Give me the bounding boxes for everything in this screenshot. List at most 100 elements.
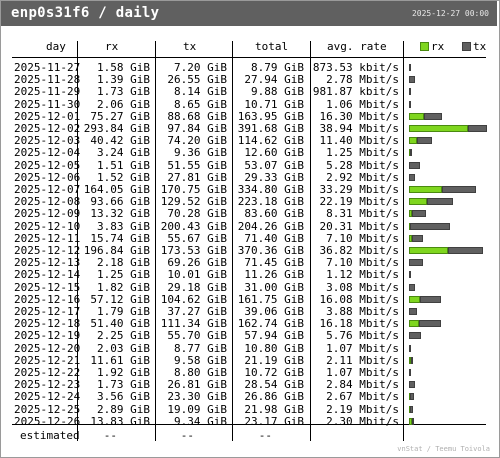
row-avg-rate: 3.88 Mbit/s [326, 305, 399, 318]
tx-bar [427, 198, 453, 206]
table-row: 2025-12-11 15.74 GiB 55.67 GiB 71.40 GiB 7.1… [0, 232, 500, 245]
column-divider-tx [232, 41, 233, 441]
rx-bar [409, 234, 412, 242]
table-row: 2025-12-21 11.61 GiB 9.58 GiB 21.19 GiB 2.11… [0, 354, 500, 367]
row-tx: 69.26 GiB [167, 256, 227, 270]
row-avg-rate: 22.19 Mbit/s [319, 195, 399, 209]
rx-bar [409, 125, 468, 132]
row-total: 370.36 GiB [237, 244, 304, 257]
column-header-day: day [46, 40, 66, 53]
row-day: 2025-12-01 [14, 109, 81, 123]
table-row: 2025-12-08 93.66 GiB 129.52 GiB 223.18 GiB 2… [0, 195, 500, 208]
tx-bar [409, 64, 411, 71]
table-row: 2025-12-10 3.83 GiB 200.43 GiB 204.26 GiB 20… [0, 220, 500, 233]
row-tx: 8.14 GiB [174, 85, 227, 99]
tx-bar [409, 344, 411, 352]
footer-credit: vnStat / Teemu Toivola [397, 445, 490, 453]
rx-bar [409, 186, 442, 193]
row-tx: 10.01 GiB [167, 268, 227, 282]
row-tx: 55.70 GiB [167, 329, 227, 343]
rx-bar [409, 112, 424, 120]
tx-bar [420, 295, 441, 303]
row-rx: 1.82 GiB [97, 280, 150, 294]
table-row: 2025-12-17 1.79 GiB 37.27 GiB 39.06 GiB 3.88… [0, 305, 500, 318]
tx-bar [410, 222, 450, 230]
row-rx: 93.66 GiB [90, 195, 150, 209]
row-rx: 1.73 GiB [97, 85, 150, 99]
row-rx: 293.84 GiB [83, 122, 150, 135]
row-tx: 200.43 GiB [160, 219, 227, 233]
row-avg-rate: 36.82 Mbit/s [319, 244, 399, 257]
row-day: 2025-12-09 [14, 207, 81, 221]
row-tx: 26.55 GiB [167, 73, 227, 87]
row-rx: 164.05 GiB [83, 183, 150, 196]
row-day: 2025-12-16 [14, 292, 81, 306]
header-separator [12, 57, 486, 58]
tx-bar [409, 259, 423, 267]
row-avg-rate: 16.08 Mbit/s [319, 292, 399, 306]
row-avg-rate: 16.30 Mbit/s [319, 109, 399, 123]
row-total: 21.98 GiB [244, 402, 304, 416]
table-row: 2025-11-27 1.58 GiB 7.20 GiB 8.79 GiB 873.53… [0, 61, 500, 74]
table-row: 2025-12-03 40.42 GiB 74.20 GiB 114.62 GiB 11… [0, 134, 500, 147]
row-tx: 51.55 GiB [167, 158, 227, 172]
tx-bar [412, 417, 414, 425]
row-total: 334.80 GiB [237, 183, 304, 196]
estimated-rx: -- [103, 429, 117, 442]
row-tx: 9.34 GiB [174, 414, 227, 428]
row-tx: 88.68 GiB [167, 109, 227, 123]
tx-bar [468, 125, 487, 132]
estimated-label: estimated [20, 429, 80, 442]
row-tx: 19.09 GiB [167, 402, 227, 416]
row-day: 2025-12-22 [14, 366, 81, 379]
tx-bar [409, 283, 415, 291]
row-rx: 2.06 GiB [97, 97, 150, 111]
table-row: 2025-12-07 164.05 GiB 170.75 GiB 334.80 GiB… [0, 183, 500, 196]
table-row: 2025-11-28 1.39 GiB 26.55 GiB 27.94 GiB 2.78… [0, 73, 500, 86]
row-total: 57.94 GiB [244, 329, 304, 343]
table-row: 2025-12-01 75.27 GiB 88.68 GiB 163.95 GiB 16… [0, 110, 500, 123]
row-tx: 104.62 GiB [160, 292, 227, 306]
estimated-total: -- [258, 429, 272, 442]
row-total: 21.19 GiB [244, 353, 304, 367]
row-avg-rate: 1.12 Mbit/s [326, 268, 399, 282]
row-tx: 129.52 GiB [160, 195, 227, 209]
row-tx: 173.53 GiB [160, 244, 227, 257]
rx-bar [409, 198, 427, 206]
table-row: 2025-12-14 1.25 GiB 10.01 GiB 11.26 GiB 1.12… [0, 268, 500, 281]
row-rx: 2.25 GiB [97, 329, 150, 343]
row-tx: 9.58 GiB [174, 353, 227, 367]
row-rx: 196.84 GiB [83, 244, 150, 257]
row-rx: 11.61 GiB [90, 353, 150, 367]
row-avg-rate: 7.10 Mbit/s [326, 256, 399, 270]
row-rx: 2.18 GiB [97, 256, 150, 270]
row-day: 2025-12-08 [14, 195, 81, 209]
row-avg-rate: 8.31 Mbit/s [326, 207, 399, 221]
row-avg-rate: 11.40 Mbit/s [319, 134, 399, 148]
tx-bar [412, 210, 426, 218]
legend-tx-label: tx [473, 40, 487, 53]
tx-bar [424, 112, 442, 120]
row-avg-rate: 2.84 Mbit/s [326, 378, 399, 392]
row-tx: 70.28 GiB [167, 207, 227, 221]
row-avg-rate: 7.10 Mbit/s [326, 231, 399, 245]
table-row: 2025-12-19 2.25 GiB 55.70 GiB 57.94 GiB 5.76… [0, 329, 500, 342]
row-rx: 1.92 GiB [97, 366, 150, 379]
tx-bar [409, 308, 417, 315]
row-tx: 9.36 GiB [174, 146, 227, 160]
table-row: 2025-12-23 1.73 GiB 26.81 GiB 28.54 GiB 2.84… [0, 378, 500, 391]
tx-bar [442, 186, 476, 193]
footer-separator [12, 424, 486, 425]
row-total: 12.60 GiB [244, 146, 304, 160]
row-day: 2025-12-17 [14, 305, 81, 318]
table-row: 2025-12-05 1.51 GiB 51.55 GiB 53.07 GiB 5.28… [0, 159, 500, 172]
title-bar: enp0s31f6 / daily 2025-12-27 00:00 [1, 1, 497, 26]
row-day: 2025-12-21 [14, 353, 81, 367]
tx-bar [409, 332, 421, 340]
row-rx: 3.24 GiB [97, 146, 150, 160]
tx-bar [410, 405, 413, 413]
generation-timestamp: 2025-12-27 00:00 [411, 9, 489, 18]
table-row: 2025-11-30 2.06 GiB 8.65 GiB 10.71 GiB 1.06 … [0, 98, 500, 111]
row-rx: 1.58 GiB [97, 61, 150, 74]
row-rx: 1.52 GiB [97, 170, 150, 184]
